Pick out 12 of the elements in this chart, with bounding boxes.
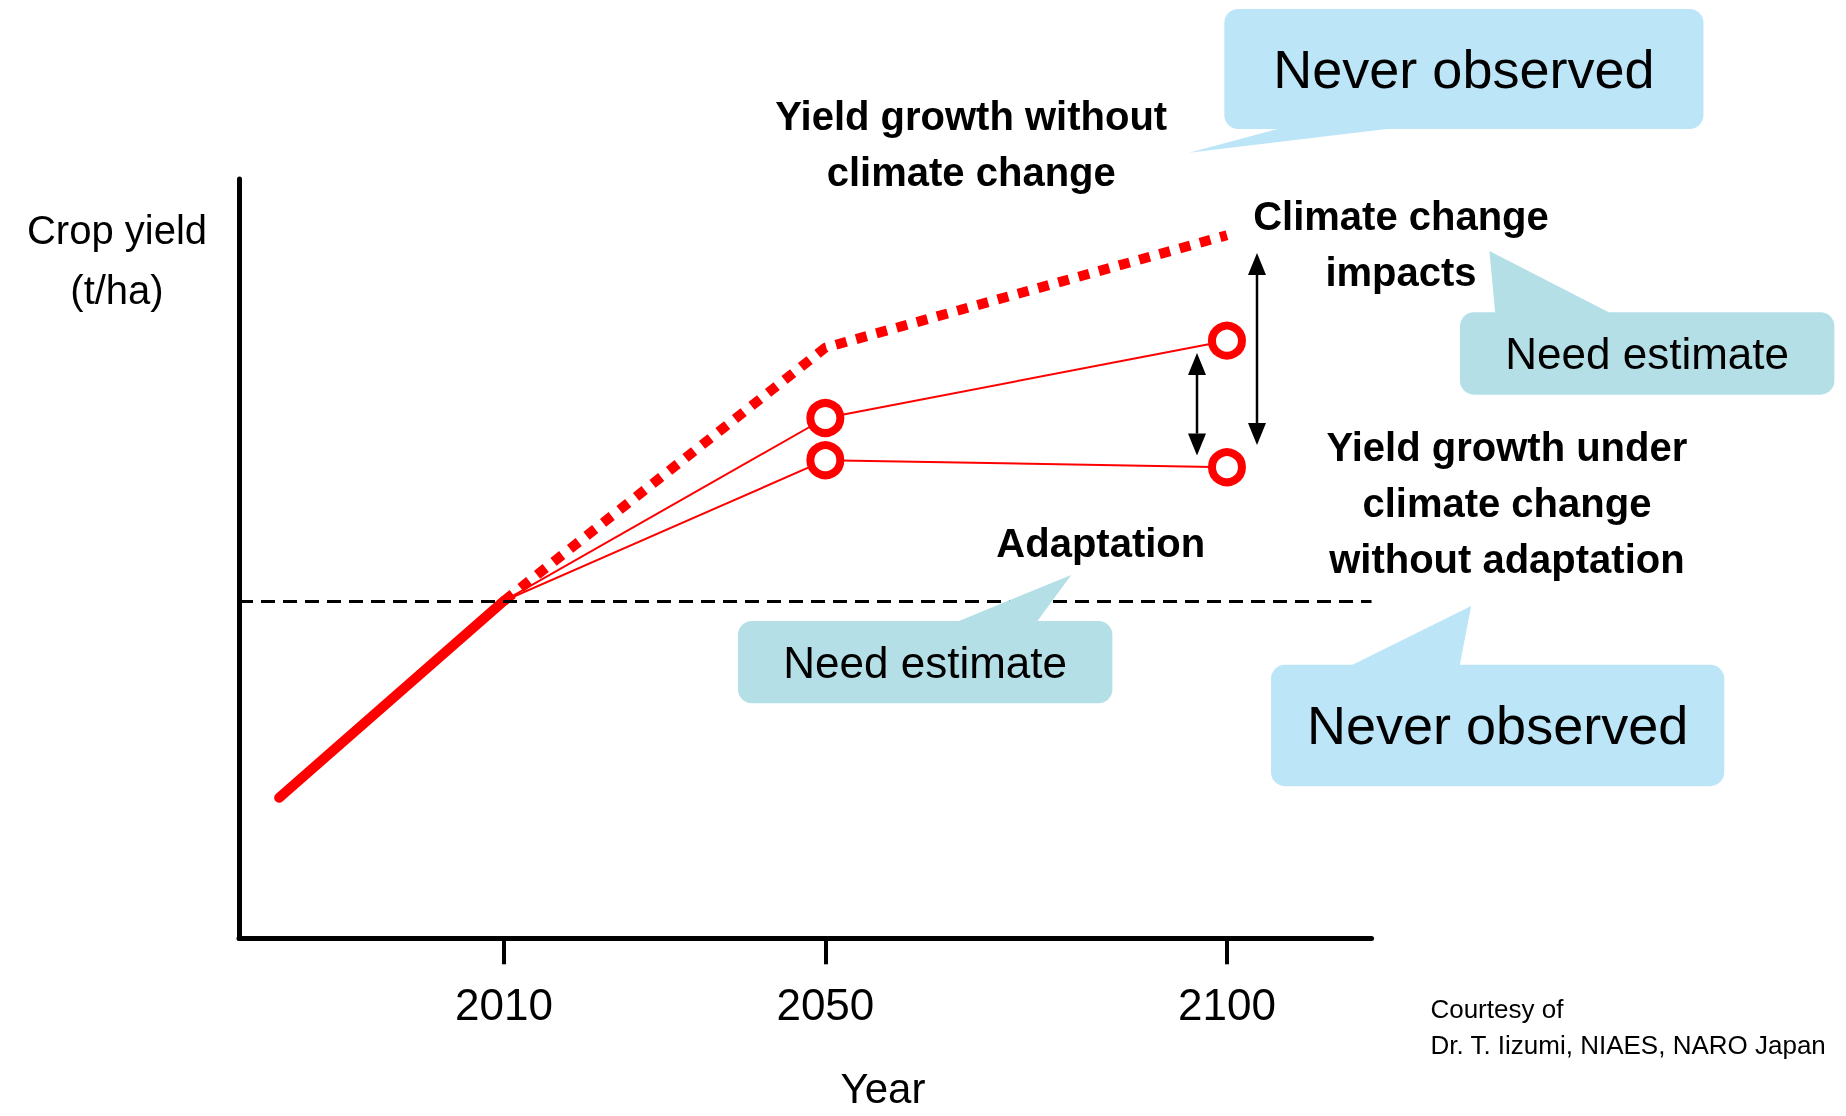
x-tick-label: 2100	[1178, 979, 1276, 1029]
annotation: Yield growth under climate change without adaptation	[1325, 423, 1689, 583]
text: Courtesy of Dr. T. Iizumi, NIAES, NARO Japan	[1430, 993, 1826, 1063]
x-tick-label: 2010	[455, 979, 553, 1029]
annotation: Never observed	[1307, 695, 1689, 756]
x-axis-title: Year	[839, 1065, 927, 1114]
x-tick-label: 2050	[776, 979, 875, 1029]
y-axis-title: Crop yield (t/ha)	[25, 207, 209, 315]
annotation: Climate change impacts	[1252, 192, 1550, 296]
annotation: Need estimate	[783, 637, 1068, 687]
text: Yield growth without climate change	[774, 92, 1169, 196]
annotation: Adaptation	[995, 519, 1207, 567]
